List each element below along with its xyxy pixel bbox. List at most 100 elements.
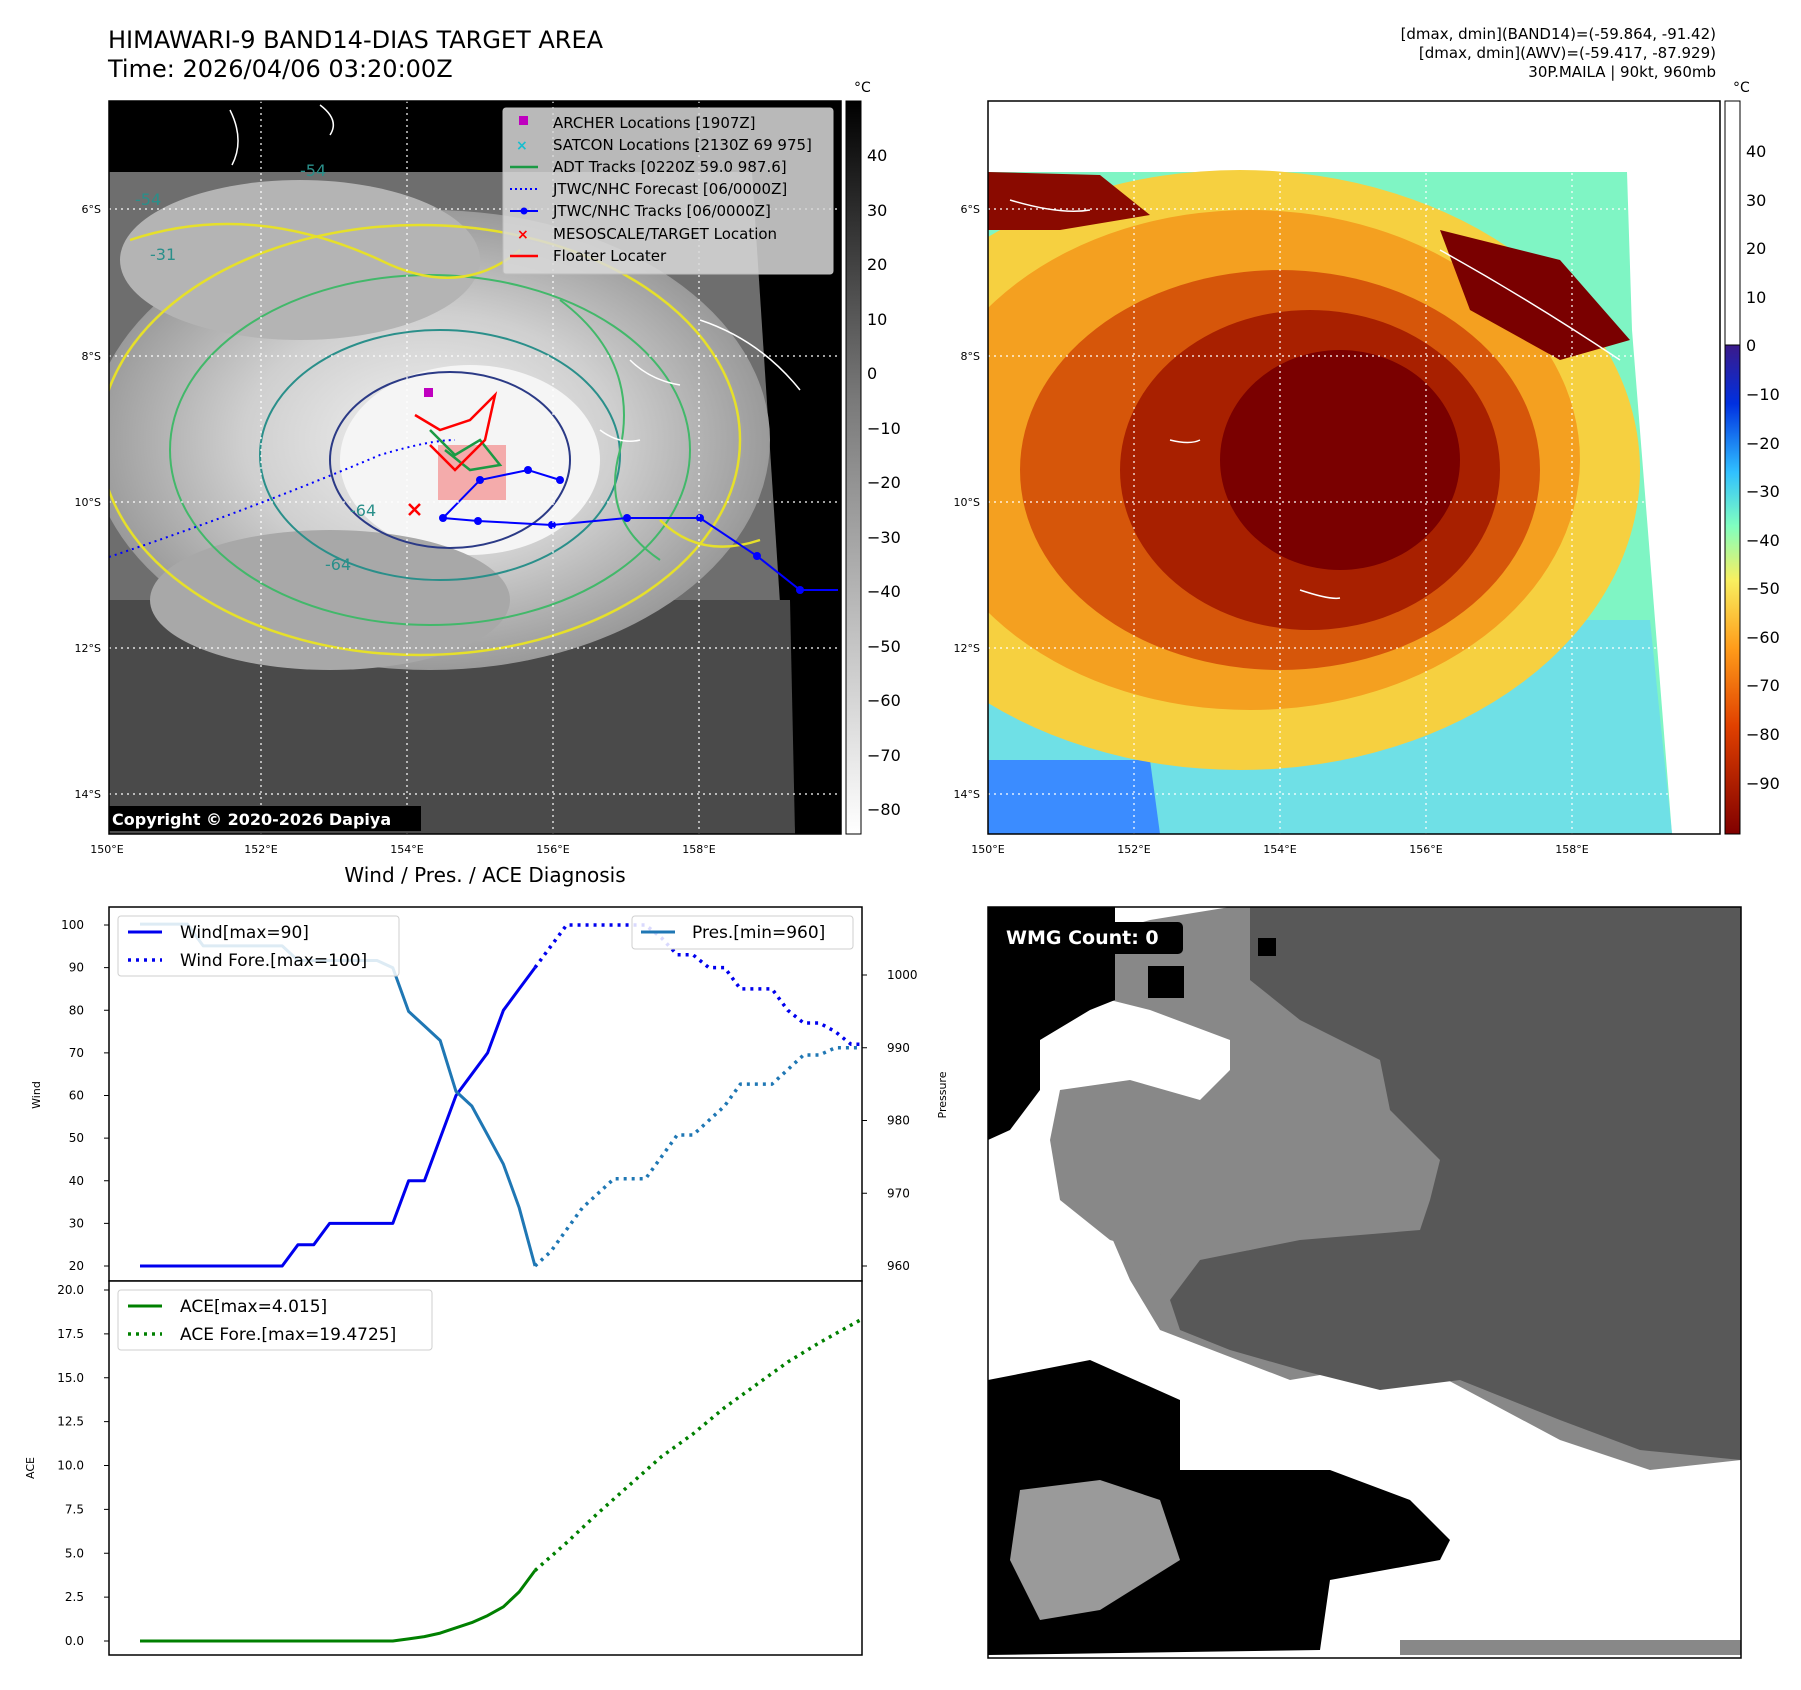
x-tick-label: 158°E [1555,843,1588,856]
colorbar-unit: °C [854,80,871,96]
legend-pressure: Pres.[min=960] [692,923,825,943]
colorbar-tick: −80 [867,800,901,819]
ace-y-tick-label: 17.5 [57,1327,84,1341]
wmg-count-text: WMG Count: 0 [1006,927,1159,949]
pressure-legend: Pres.[min=960] [631,915,854,950]
title-line-1: HIMAWARI-9 BAND14-DIAS TARGET AREA [108,26,604,54]
colorbar-tick: −30 [1746,482,1780,501]
colorbar-tick: 30 [867,201,887,220]
colorbar-tick: −70 [867,746,901,765]
colorbar-tick: −50 [867,637,901,656]
legend-target-swatch: × [517,227,529,243]
wind-y-tick-label: 60 [69,1089,84,1103]
colorbar-tick: 30 [1746,191,1766,210]
jtwc-forecast-track [109,439,456,558]
colorbar-tick: −40 [1746,531,1780,550]
colorbar-tick: 0 [1746,336,1756,355]
colorbar-tick: −80 [1746,725,1780,744]
copyright-text: Copyright © 2020-2026 Dapiya [112,810,391,829]
colorbar-tick: −20 [867,473,901,492]
series-line-wind-fore-max-100 [533,923,862,1047]
colorbar-tick: 10 [867,310,887,329]
wind-y-tick-label: 70 [69,1046,84,1060]
legend-adt: ADT Tracks [0220Z 59.0 987.6] [553,158,787,176]
y-tick-label: 14°S [75,788,101,801]
ace-y-tick-label: 2.5 [65,1590,84,1604]
y-tick-label: 6°S [82,203,101,216]
pressure-y-tick-label: 980 [887,1114,910,1128]
x-tick-label: 158°E [682,843,715,856]
y-tick-label: 6°S [961,203,980,216]
colorbar-tick: −40 [867,582,901,601]
colorbar-tick: −60 [1746,628,1780,647]
legend-tracks: JTWC/NHC Tracks [06/0000Z] [552,202,771,220]
pressure-y-tick-label: 1000 [887,968,918,982]
band14-axis-labels: 150°E 152°E 154°E 156°E 158°E 6°S 8°S 10… [75,203,716,856]
archer-location-marker [424,388,433,397]
ace-y-tick-label: 7.5 [65,1502,84,1516]
wmg-panel: WMG Count: 0 [987,906,1742,1659]
wmg-classification-map [988,907,1741,1655]
legend-target: MESOSCALE/TARGET Location [553,225,777,243]
colorbar-tick: −30 [867,528,901,547]
wind-y-tick-label: 100 [61,918,84,932]
wind-pressure-chart: 100 90 80 70 60 50 40 30 20 1000 990 980 970 960 Win… [30,906,949,1282]
ace-y-tick-label: 15.0 [57,1371,84,1385]
legend-satcon-swatch: × [516,138,528,154]
pressure-y-tick-label: 970 [887,1186,910,1200]
x-tick-label: 150°E [90,843,123,856]
colorbar-tick: 20 [1746,239,1766,258]
ace-axis-label: ACE [24,1457,37,1479]
y-tick-label: 14°S [954,788,980,801]
colorbar-tick: −10 [1746,385,1780,404]
awv-grid [988,101,1720,834]
colorbar-unit: °C [1733,80,1750,96]
band14-imagery: -54 -64 -31 -54 -64 [109,101,841,834]
title-line-2: Time: 2026/04/06 03:20:00Z [108,55,453,83]
x-tick-label: 154°E [1263,843,1296,856]
wind-y-tick-label: 40 [69,1174,84,1188]
awv-axis-labels: 150°E 152°E 154°E 156°E 158°E 6°S 8°S 10… [954,203,1589,856]
adt-track [429,429,503,472]
figure-title: HIMAWARI-9 BAND14-DIAS TARGET AREA Time:… [108,26,603,84]
y-tick-label: 8°S [82,350,101,363]
series-line-wind-max-90 [140,966,537,1268]
wind-legend: Wind[max=90] Wind Fore.[max=100] [117,915,400,977]
wind-axis-label: Wind [30,1081,43,1109]
ace-y-tick-label: 5.0 [65,1546,84,1560]
awv-imagery [988,101,1720,834]
legend-archer-swatch [519,116,528,125]
x-tick-label: 156°E [536,843,569,856]
band14-grid [109,101,841,834]
meta-awv: [dmax, dmin](AWV)=(-59.417, -87.929) [1418,44,1716,62]
wind-y-axis: 100 90 80 70 60 50 40 30 20 [61,918,109,1273]
legend-wind-forecast: Wind Fore.[max=100] [180,951,367,971]
x-tick-label: 154°E [390,843,423,856]
x-tick-label: 156°E [1409,843,1442,856]
x-tick-label: 152°E [244,843,277,856]
wind-y-tick-label: 30 [69,1216,84,1230]
colorbar-tick: 40 [867,146,887,165]
pressure-y-tick-label: 960 [887,1259,910,1273]
band14-panel: -54 -64 -31 -54 -64 Copyright © 2020-202… [75,80,901,856]
pressure-y-axis: 1000 990 980 970 960 [862,968,918,1273]
x-tick-label: 152°E [1117,843,1150,856]
wind-y-tick-label: 90 [69,961,84,975]
jtwc-track [442,517,838,591]
colorbar-tick: −60 [867,691,901,710]
pressure-axis-label: Pressure [936,1071,949,1118]
meta-storm: 30P.MAILA | 90kt, 960mb [1528,63,1716,81]
colorbar-tick: 0 [867,364,877,383]
band14-colorbar: °C 40 30 20 10 0 −10 −20 −30 −40 −50 −60… [845,80,901,835]
ace-series-layer [140,1317,862,1643]
ace-y-axis: 20.0 17.5 15.0 12.5 10.0 7.5 5.0 2.5 0.0 [57,1283,109,1648]
storm-meta: [dmax, dmin](BAND14)=(-59.864, -91.42) [… [1401,25,1716,82]
wind-y-tick-label: 80 [69,1003,84,1017]
ace-legend: ACE[max=4.015] ACE Fore.[max=19.4725] [117,1289,433,1351]
legend-forecast: JTWC/NHC Forecast [06/0000Z] [552,180,787,198]
jtwc-track-points [439,466,804,594]
y-tick-label: 10°S [75,496,101,509]
y-tick-label: 12°S [954,642,980,655]
colorbar-tick: −90 [1746,774,1780,793]
x-tick-label: 150°E [971,843,1004,856]
